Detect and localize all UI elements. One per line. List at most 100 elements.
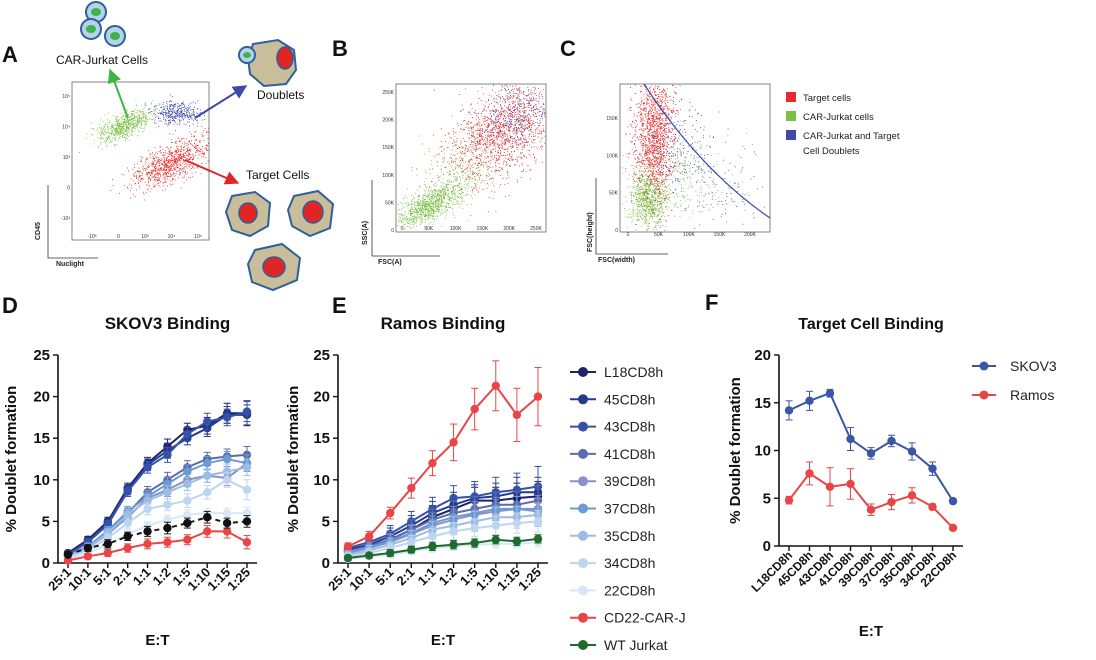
panel-b-x-ticks: 0 50K 100K 150K 200K 250K [401, 226, 543, 232]
tick-label: 0 [401, 226, 404, 232]
panel-c-x-ticks: 0 50K 100K 150K 200K [627, 232, 757, 238]
data-point [928, 502, 937, 512]
data-point [222, 475, 232, 484]
tick-label: 100K [382, 173, 394, 179]
data-point [846, 434, 855, 444]
data-point [343, 553, 353, 563]
data-point [491, 381, 500, 390]
chart-title: Ramos Binding [381, 314, 506, 333]
data-point [386, 508, 395, 518]
data-point [183, 467, 192, 476]
data-point [343, 542, 353, 551]
data-point [103, 539, 112, 549]
data-point [63, 550, 73, 559]
series-line [67, 530, 248, 562]
x-tick-label: 5:1 [372, 565, 396, 589]
car-jurkat-cells-label: CAR-Jurkat Cells [56, 53, 148, 67]
series-35CD8h [63, 458, 252, 561]
panel-c-axis-indicator [595, 178, 668, 255]
flow-legend-swatch-target [786, 92, 796, 102]
panel-c-x-label: FSC(width) [598, 257, 635, 264]
series-line [347, 485, 539, 549]
series-CD22-CAR-J [63, 524, 252, 565]
data-point [203, 471, 212, 480]
tick-label: 250K [530, 226, 542, 232]
x-axis-label: E:T [859, 623, 883, 640]
event-cloud [631, 85, 729, 226]
tick-label: 50K [654, 232, 664, 238]
data-point [163, 488, 172, 497]
legend-marker [578, 421, 588, 432]
tick-label: 0 [627, 232, 630, 238]
data-point [143, 527, 152, 536]
data-point [123, 543, 132, 553]
legend-label: 39CD8h [604, 473, 655, 489]
data-point [222, 454, 232, 464]
series-line [67, 410, 248, 556]
legend-marker [578, 394, 588, 405]
tick-label: 10⁴ [168, 234, 176, 240]
data-point [242, 517, 252, 526]
legend-marker [578, 448, 588, 459]
y-axis-label: % Doublet formation [727, 377, 744, 524]
data-point [242, 538, 252, 547]
data-point [123, 510, 132, 519]
legend-marker [979, 361, 989, 371]
tick-label: 10³ [63, 155, 71, 161]
x-axis-label: E:T [145, 632, 169, 649]
data-point [364, 551, 374, 560]
data-point [203, 527, 212, 536]
panel-c-plot-area [619, 83, 771, 233]
series-WT Jurkat [343, 534, 543, 563]
panel-c-y-label: FSC(height) [587, 212, 594, 252]
tick-label: 100K [450, 226, 462, 232]
legend-marker [578, 530, 588, 541]
data-point [163, 523, 172, 533]
data-point [123, 532, 132, 541]
panel-label-d: D [2, 293, 18, 318]
data-point [512, 410, 522, 420]
data-point [533, 517, 543, 526]
data-point [242, 407, 252, 416]
legend-marker [578, 558, 588, 569]
legend-marker [578, 640, 588, 650]
tick-label: 10⁵ [62, 94, 70, 100]
panel-label-f: F [705, 290, 718, 315]
tick-label: 50K [609, 191, 619, 197]
y-tick-label: 5 [42, 513, 50, 530]
legend-label: CD22-CAR-J [604, 610, 686, 626]
data-point [203, 513, 212, 522]
event-cloud [411, 84, 546, 217]
y-tick-label: 10 [313, 472, 330, 489]
legend-label: 45CD8h [604, 391, 655, 407]
x-tick-label: 1:2 [436, 565, 460, 589]
data-point [242, 485, 252, 494]
data-point [143, 521, 152, 530]
data-point [163, 500, 172, 509]
series-legend: L18CD8h 45CD8h 43CD8h 41CD8h 39CD8h 37CD8h 35C… [570, 364, 686, 653]
flow-legend: Target cells CAR-Jurkat cells CAR-Jurkat… [786, 92, 900, 157]
event-cloud [625, 84, 687, 225]
target-cells-arrow [184, 159, 240, 185]
flow-legend-swatch-car [786, 111, 796, 121]
legend-marker [578, 503, 588, 514]
chart-f-target-cell-binding: Target Cell Binding05101520L18CD8h45CD8h… [727, 316, 1057, 640]
data-point [103, 548, 112, 558]
series-line [788, 472, 954, 529]
tick-label: -10³ [88, 234, 97, 240]
data-point [123, 487, 132, 496]
data-point [143, 539, 152, 549]
event-cloud [624, 155, 676, 231]
data-point [143, 463, 152, 472]
data-point [428, 542, 437, 551]
data-point [242, 463, 252, 472]
series-line [347, 541, 539, 560]
series-line [347, 537, 539, 559]
x-tick-label: 1:25 [515, 565, 544, 594]
legend-label: 43CD8h [604, 419, 655, 435]
series-CD22-CAR-J [343, 360, 543, 551]
data-point [143, 504, 152, 514]
chart-title: SKOV3 Binding [105, 314, 231, 333]
data-point [407, 483, 416, 493]
